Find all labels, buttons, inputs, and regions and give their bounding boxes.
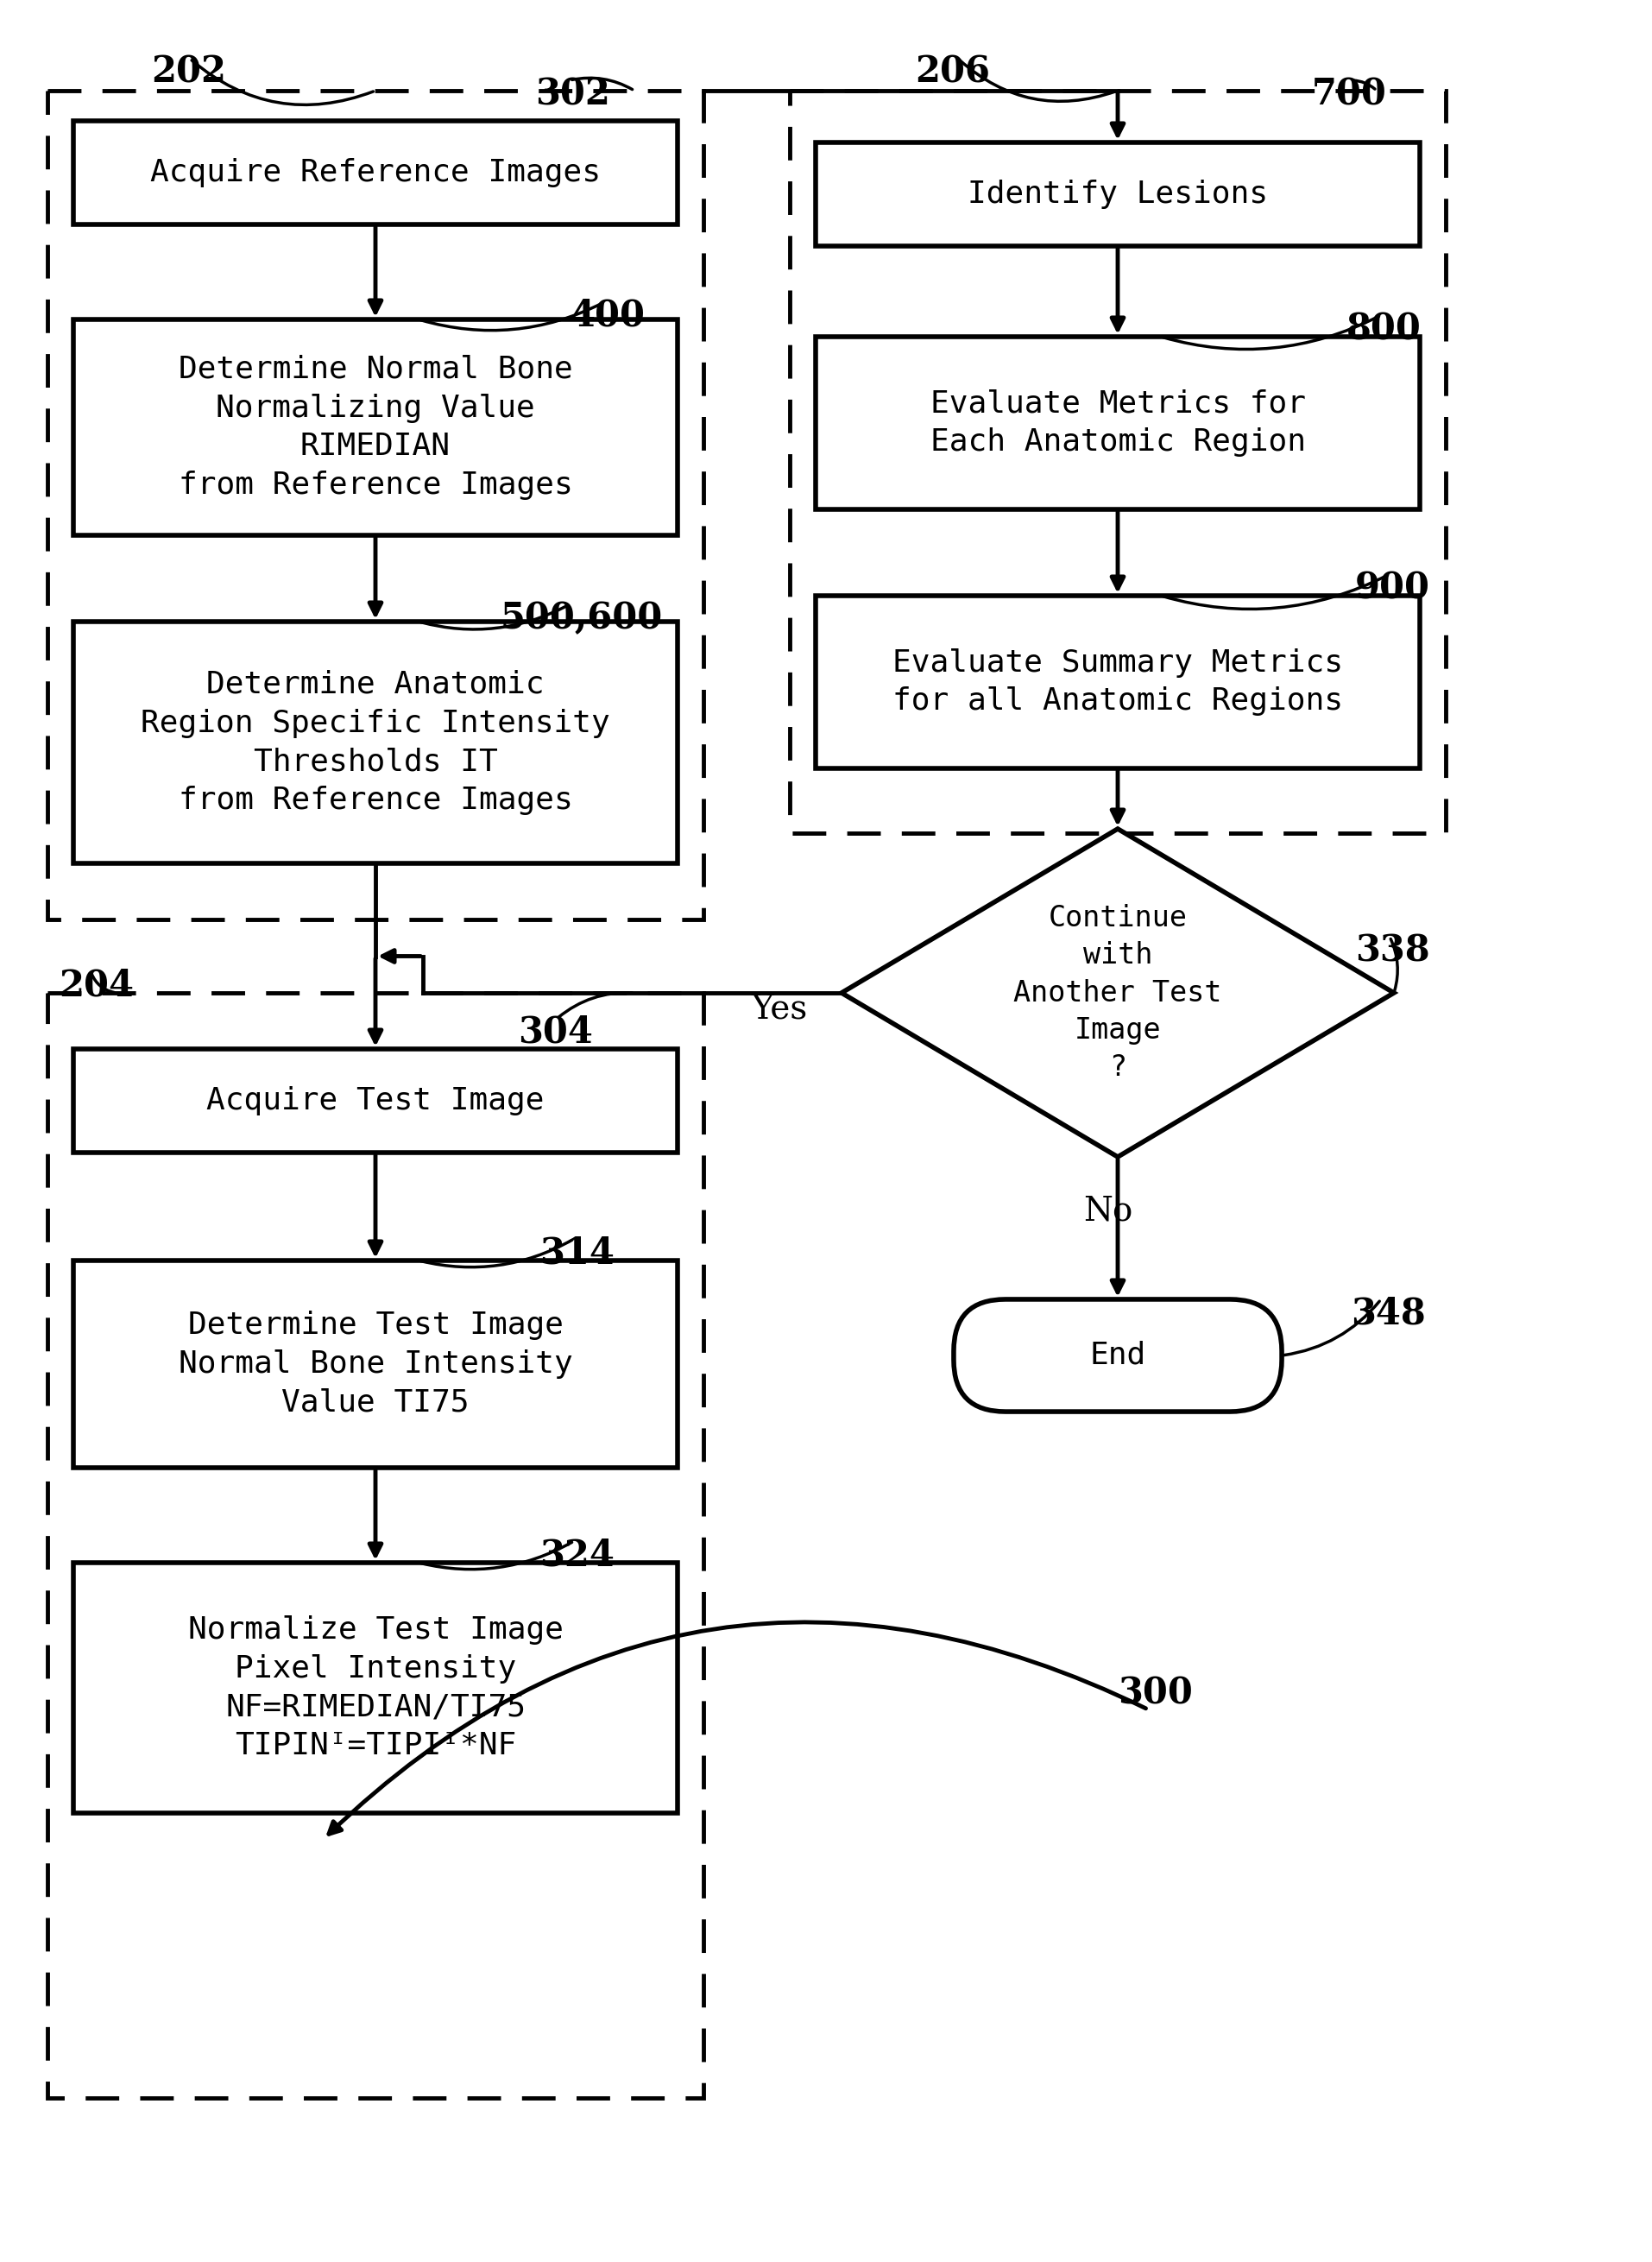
Text: Evaluate Metrics for
Each Anatomic Region: Evaluate Metrics for Each Anatomic Regio…: [930, 389, 1305, 457]
Text: Determine Normal Bone
Normalizing Value
RIMEDIAN
from Reference Images: Determine Normal Bone Normalizing Value …: [178, 355, 573, 500]
Bar: [48, 90, 704, 918]
Text: 348: 348: [1351, 1296, 1426, 1332]
Text: 324: 324: [540, 1536, 615, 1572]
Bar: [73, 622, 677, 864]
Text: Acquire Test Image: Acquire Test Image: [206, 1086, 545, 1115]
Text: 304: 304: [517, 1013, 593, 1052]
Bar: [73, 120, 677, 224]
Text: Determine Anatomic
Region Specific Intensity
Thresholds IT
from Reference Images: Determine Anatomic Region Specific Inten…: [140, 670, 610, 814]
Text: 338: 338: [1355, 932, 1431, 968]
Bar: [73, 1563, 677, 1814]
Text: 206: 206: [915, 54, 990, 90]
Text: Determine Test Image
Normal Bone Intensity
Value TI75: Determine Test Image Normal Bone Intensi…: [178, 1310, 573, 1418]
Text: No: No: [1084, 1197, 1133, 1228]
Bar: [73, 1050, 677, 1154]
Text: Evaluate Summary Metrics
for all Anatomic Regions: Evaluate Summary Metrics for all Anatomi…: [892, 647, 1343, 717]
Bar: [816, 595, 1419, 769]
Bar: [73, 319, 677, 536]
Text: 302: 302: [535, 77, 610, 113]
Text: Continue
with
Another Test
Image
?: Continue with Another Test Image ?: [1014, 905, 1222, 1081]
Text: 800: 800: [1346, 310, 1421, 346]
Bar: [816, 143, 1419, 247]
Text: 500,600: 500,600: [501, 599, 662, 636]
Text: 900: 900: [1355, 570, 1431, 606]
Text: End: End: [1090, 1341, 1146, 1371]
Text: 202: 202: [150, 54, 226, 90]
Bar: [816, 337, 1419, 509]
Text: 700: 700: [1312, 77, 1388, 113]
Bar: [73, 1260, 677, 1468]
Polygon shape: [841, 828, 1394, 1156]
FancyBboxPatch shape: [953, 1298, 1282, 1411]
Text: Yes: Yes: [752, 993, 808, 1025]
Text: 314: 314: [540, 1235, 615, 1271]
Bar: [790, 90, 1446, 832]
Text: Identify Lesions: Identify Lesions: [968, 179, 1269, 208]
Text: 400: 400: [570, 299, 644, 335]
Text: 300: 300: [1118, 1674, 1193, 1710]
Text: 204: 204: [59, 966, 134, 1004]
Text: Acquire Reference Images: Acquire Reference Images: [150, 158, 601, 188]
Bar: [48, 993, 704, 2097]
Text: Normalize Test Image
Pixel Intensity
NF=RIMEDIAN/TI75
TIPINᴵ=TIPIᴵ*NF: Normalize Test Image Pixel Intensity NF=…: [188, 1615, 563, 1760]
